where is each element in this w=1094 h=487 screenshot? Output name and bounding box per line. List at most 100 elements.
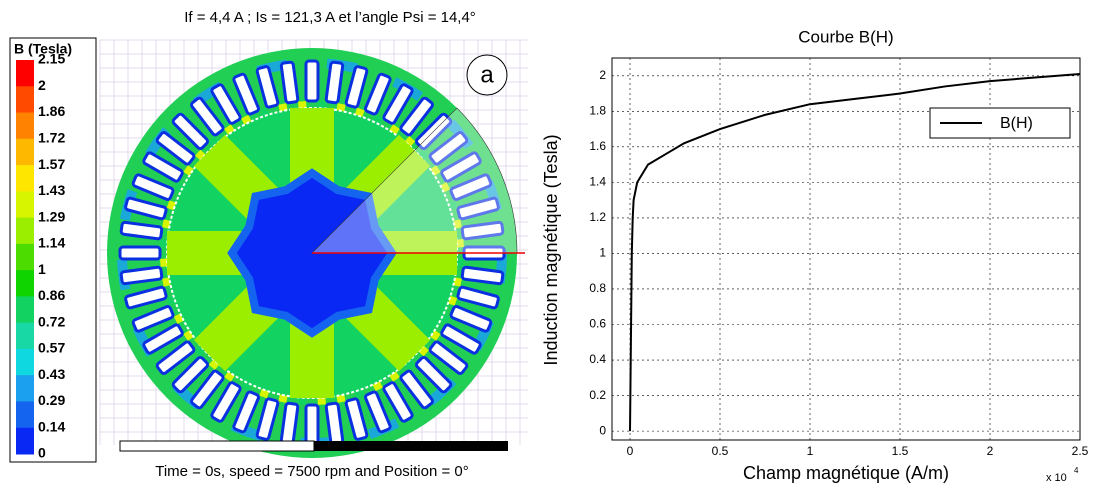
- slot: [414, 355, 453, 394]
- tooth-tip: [455, 239, 464, 248]
- x-multiplier-base: x 10: [1046, 472, 1067, 484]
- slot: [460, 265, 505, 286]
- slot: [155, 131, 196, 166]
- colorbar-swatch: [16, 191, 34, 219]
- y-tick-label: 0: [599, 423, 606, 437]
- scale-bar-black: [314, 441, 508, 451]
- slot: [118, 245, 162, 261]
- scale-bar-white: [119, 440, 315, 452]
- y-tick-label: 1: [599, 246, 606, 260]
- colorbar-label: 1: [38, 261, 46, 277]
- colorbar-label: 0.86: [38, 287, 65, 303]
- slot: [428, 340, 469, 375]
- slot: [428, 131, 469, 166]
- slot: [440, 323, 482, 355]
- slot: [449, 173, 493, 201]
- colorbar-swatch: [16, 138, 34, 166]
- y-tick-label: 0.8: [589, 281, 606, 295]
- colorbar-swatch: [16, 322, 34, 350]
- y-tick-label: 1.2: [589, 210, 606, 224]
- x-tick-label: 1: [807, 444, 814, 458]
- slot: [232, 72, 260, 116]
- colorbar-label: 0.43: [38, 366, 65, 382]
- slot: [119, 220, 164, 241]
- panel-a-caption: Time = 0s, speed = 7500 rpm and Position…: [155, 463, 469, 480]
- slot: [255, 397, 280, 441]
- slot: [344, 65, 369, 109]
- tooth-tip: [278, 393, 288, 403]
- colorbar-label: 1.86: [38, 103, 65, 119]
- legend-label: B(H): [1000, 115, 1033, 132]
- colorbar-swatch: [16, 217, 34, 245]
- slot: [324, 60, 345, 105]
- slot: [449, 305, 493, 333]
- slot: [399, 96, 434, 137]
- slot: [124, 285, 168, 310]
- y-tick-label: 0.6: [589, 317, 606, 331]
- slot: [210, 381, 242, 423]
- panel-a-label: a: [480, 61, 494, 88]
- slot: [382, 381, 414, 423]
- data-line: [629, 72, 1081, 432]
- chart-title: Courbe B(H): [798, 27, 893, 46]
- x-tick-label: 1.5: [892, 444, 909, 458]
- legend-box: [929, 107, 1071, 139]
- colorbar-swatch: [16, 270, 34, 297]
- colorbar-swatch: [16, 401, 34, 429]
- slot: [304, 403, 320, 447]
- colorbar-label: 0.29: [38, 392, 65, 408]
- slot: [210, 83, 242, 125]
- colorbar-label: 1.29: [38, 208, 65, 224]
- colorbar-label: 2.15: [38, 51, 65, 67]
- colorbar-label: 0.72: [38, 313, 65, 329]
- y-axis-label: Induction magnétique (Tesla): [541, 134, 561, 365]
- colorbar-label: 0.14: [38, 418, 65, 434]
- colorbar-label: 1.57: [38, 156, 65, 172]
- slot: [255, 65, 280, 109]
- y-tick-label: 0.2: [589, 388, 606, 402]
- slot: [142, 323, 184, 355]
- slot: [171, 112, 210, 151]
- colorbar-swatch: [16, 296, 34, 324]
- slot: [131, 173, 175, 201]
- panel-a-title: If = 4,4 A ; Is = 121,3 A et l’angle Psi…: [184, 9, 476, 26]
- x-multiplier-exponent: 4: [1074, 466, 1079, 475]
- colorbar-label: 1.43: [38, 182, 65, 198]
- tooth-tip: [336, 103, 346, 113]
- slot: [131, 305, 175, 333]
- colorbar-swatch: [16, 86, 34, 114]
- tooth-tip: [162, 277, 172, 287]
- slot: [460, 220, 505, 241]
- slot: [171, 355, 210, 394]
- colorbar-swatch: [16, 348, 34, 376]
- slot: [456, 285, 500, 310]
- colorbar-label: 0.57: [38, 340, 65, 356]
- slot: [364, 72, 392, 116]
- slot: [279, 60, 300, 105]
- x-axis-label: Champ magnétique (A/m): [743, 463, 949, 483]
- motor-field-map: [99, 39, 528, 458]
- colorbar-swatch: [16, 427, 34, 455]
- slot: [382, 83, 414, 125]
- colorbar-label: 0: [38, 445, 46, 461]
- colorbar-swatch: [16, 243, 34, 271]
- y-tick-label: 2: [599, 68, 606, 82]
- x-tick-label: 2: [987, 444, 994, 458]
- y-tick-label: 1.6: [589, 139, 606, 153]
- tooth-tip: [452, 219, 462, 229]
- slot: [124, 196, 168, 221]
- colorbar-swatch: [16, 112, 34, 140]
- slot: [142, 151, 184, 183]
- y-tick-label: 1.8: [589, 103, 606, 117]
- slot: [399, 369, 434, 410]
- slot: [232, 390, 260, 434]
- slot: [440, 151, 482, 183]
- slot: [456, 196, 500, 221]
- colorbar-swatch: [16, 165, 34, 192]
- colorbar-swatch: [16, 375, 34, 402]
- colorbar-swatch: [16, 60, 34, 87]
- slot: [364, 390, 392, 434]
- x-tick-label: 0: [627, 444, 634, 458]
- y-tick-label: 0.4: [589, 352, 606, 366]
